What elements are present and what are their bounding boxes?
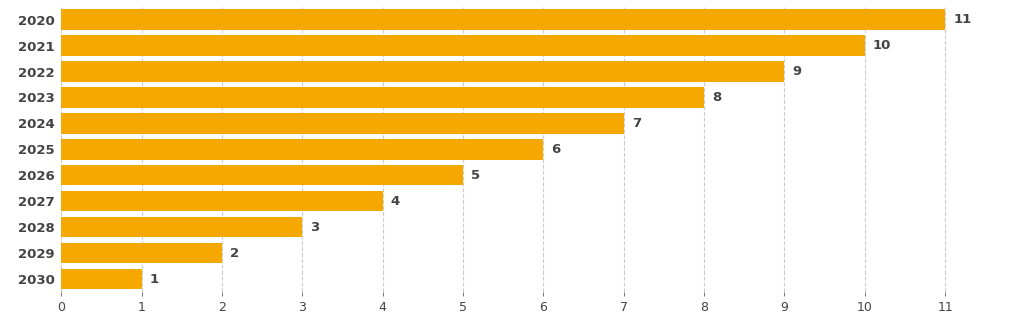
Bar: [61, 113, 624, 133]
Bar: [61, 269, 141, 289]
Text: 10: 10: [872, 39, 891, 52]
Text: 11: 11: [953, 13, 972, 26]
Text: 1: 1: [150, 273, 159, 286]
Text: 6: 6: [552, 143, 561, 156]
Bar: [61, 243, 222, 263]
Bar: [61, 87, 705, 108]
Text: 4: 4: [391, 195, 400, 208]
Bar: [61, 191, 383, 211]
Bar: [61, 61, 784, 82]
Bar: [61, 139, 544, 159]
Bar: [61, 36, 864, 56]
Bar: [61, 165, 463, 186]
Text: 3: 3: [310, 221, 319, 234]
Text: 2: 2: [230, 247, 240, 260]
Bar: [61, 10, 945, 30]
Text: 7: 7: [632, 117, 641, 130]
Bar: [61, 217, 302, 237]
Text: 9: 9: [793, 65, 802, 78]
Text: 8: 8: [712, 91, 721, 104]
Text: 5: 5: [471, 169, 480, 182]
